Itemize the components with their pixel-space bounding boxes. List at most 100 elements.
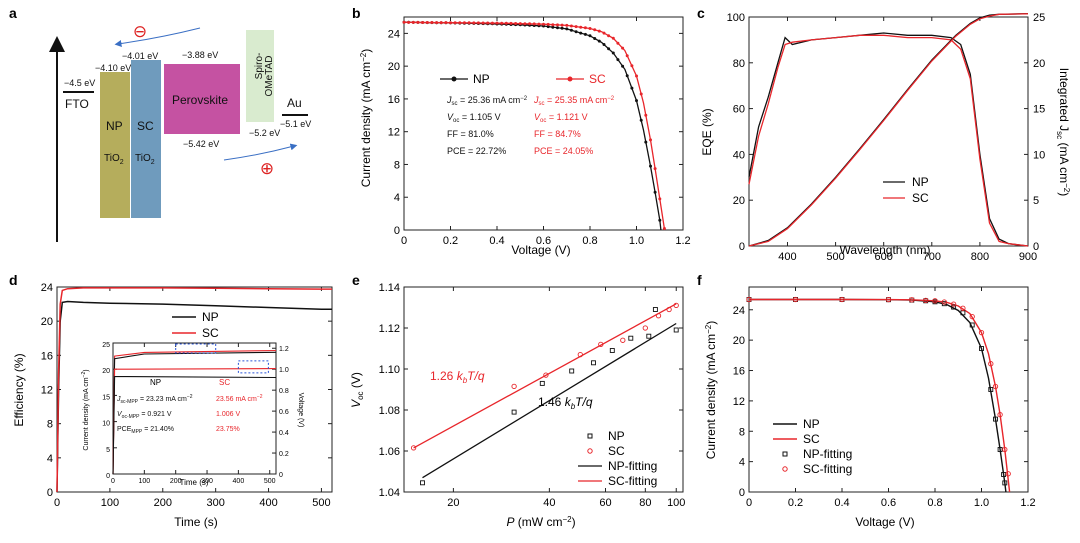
fto-label: FTO <box>65 97 89 111</box>
b-point-sc <box>402 20 406 24</box>
b-point-sc <box>583 26 587 30</box>
c-y-left-label: EQE (%) <box>700 108 714 155</box>
b-ytick-label: 4 <box>394 192 400 204</box>
fto-level-value: −4.5 eV <box>64 78 95 88</box>
b-point-sc <box>574 25 578 29</box>
b-xtick-label: 1.2 <box>675 235 690 247</box>
f-xtick-label: 0.6 <box>881 497 896 509</box>
b-point-sc <box>532 22 536 26</box>
b-point-sc <box>542 22 545 26</box>
e-xtick-label: 20 <box>447 497 459 509</box>
c-ytick-label: 80 <box>733 58 745 70</box>
au-label: Au <box>287 96 302 110</box>
c-legend-np: NP <box>912 175 929 189</box>
f-np-fitting-point <box>993 416 998 422</box>
b-point-np <box>593 37 597 40</box>
e-sc-point <box>543 372 549 378</box>
b-point-sc <box>449 21 452 25</box>
d-inset-row-sc-1: 1.006 V <box>216 411 240 418</box>
c-xtick-label: 600 <box>875 251 893 263</box>
e-xtick-label: 80 <box>639 497 651 509</box>
e-np-point <box>420 480 425 486</box>
b-point-sc <box>421 21 425 24</box>
d-ytick-label: 12 <box>41 385 53 397</box>
f-xtick-label: 0.2 <box>788 497 803 509</box>
d-x-axis-label: Time (s) <box>174 515 218 529</box>
b-ytick-label: 16 <box>388 94 400 106</box>
b-sc-stat-3: PCE = 24.05% <box>534 146 593 156</box>
e-xtick-label: 100 <box>667 497 685 509</box>
electron-icon: ⊖ <box>133 22 147 41</box>
jv-fitting-chart: 0 0.2 0.4 0.6 0.8 1.0 1.2 0 4 8 12 16 20 24 Voltage (… <box>704 286 1036 529</box>
f-xtick-label: 0.4 <box>834 497 849 509</box>
b-sc-stat-0: Jsc = 25.35 mA cm−2 <box>533 95 615 107</box>
e-sc-point <box>620 337 626 343</box>
energy-level-diagram: −4.5 eV FTO −4.10 eV NP TiO2 −4.01 eV SC… <box>49 22 311 242</box>
c-xtick-label: 900 <box>1019 251 1037 263</box>
e-ytick-label: 1.06 <box>379 446 400 458</box>
f-ytick-label: 4 <box>739 457 745 469</box>
jv-curve-chart: 0 0.2 0.4 0.6 0.8 1.0 1.2 0 4 8 12 16 20 24 Voltage (… <box>359 16 691 257</box>
np-label: NP <box>106 119 123 133</box>
e-sc-point <box>666 306 672 313</box>
b-point-sc <box>551 23 555 27</box>
d-series-sc-line <box>56 287 332 493</box>
c-ytick-label: 100 <box>727 12 745 24</box>
b-point-np <box>565 27 569 31</box>
b-point-sc <box>495 21 499 25</box>
f-y-axis-label: Current density (mA cm−2) <box>704 321 718 460</box>
b-legend-sc: SC <box>589 72 606 86</box>
spiro-label-2: OMeTAD <box>264 56 275 97</box>
f-sc-fitting-point <box>1002 446 1008 453</box>
perovskite-block <box>164 64 240 134</box>
d-inset-ytick-label: 25 <box>102 342 110 349</box>
e-plot-frame <box>403 286 684 493</box>
e-np-point <box>609 348 615 353</box>
b-point-np <box>560 26 564 30</box>
f-xtick-label: 1.2 <box>1020 497 1035 509</box>
b-point-np <box>635 99 638 103</box>
b-point-sc <box>435 21 439 25</box>
b-point-sc <box>416 20 420 24</box>
b-legend-sc-marker <box>567 76 573 82</box>
e-sc-point <box>655 313 662 319</box>
b-point-sc <box>639 92 643 96</box>
f-sc-fitting-point <box>988 361 994 367</box>
e-ytick-label: 1.14 <box>379 282 400 294</box>
b-point-sc <box>597 29 601 33</box>
e-np-point <box>511 409 517 415</box>
b-point-np <box>602 43 606 46</box>
d-legend-sc: SC <box>202 326 219 340</box>
b-legend-np: NP <box>473 72 490 86</box>
b-point-sc <box>425 21 429 24</box>
b-point-np <box>569 28 573 32</box>
perovskite-cb-value: −3.88 eV <box>182 50 218 60</box>
b-point-sc <box>653 167 657 171</box>
b-point-sc <box>411 20 415 24</box>
b-point-np <box>625 74 629 78</box>
f-sc-fitting-point <box>992 383 999 390</box>
e-sc-point <box>577 351 583 358</box>
hole-flow-arrow <box>223 143 298 161</box>
e-np-point <box>646 333 652 339</box>
b-np-stat-1: Voc = 1.105 V <box>447 112 501 124</box>
b-np-stat-3: PCE = 22.72% <box>447 146 506 156</box>
b-np-stat-2: FF = 81.0% <box>447 129 494 139</box>
f-sc-fitting-point <box>885 296 892 303</box>
sc-level-value: −4.01 eV <box>122 51 158 61</box>
b-point-np <box>607 47 611 51</box>
f-np-fitting-point <box>979 346 984 351</box>
b-point-sc <box>462 21 466 25</box>
f-ytick-label: 16 <box>733 366 745 378</box>
d-inset-row-sc-2: 23.75% <box>216 426 240 433</box>
c-ytick-right-label: 0 <box>1033 241 1039 253</box>
f-xtick-label: 0.8 <box>927 497 942 509</box>
b-point-np <box>616 58 620 62</box>
b-point-np <box>649 164 652 168</box>
f-np-fitting-point <box>969 322 975 328</box>
b-point-sc <box>607 34 611 38</box>
au-level-value: −5.1 eV <box>280 119 311 129</box>
b-ytick-label: 20 <box>388 61 400 73</box>
e-legend-label-0: NP <box>608 429 625 443</box>
d-xtick-label: 400 <box>259 497 277 509</box>
